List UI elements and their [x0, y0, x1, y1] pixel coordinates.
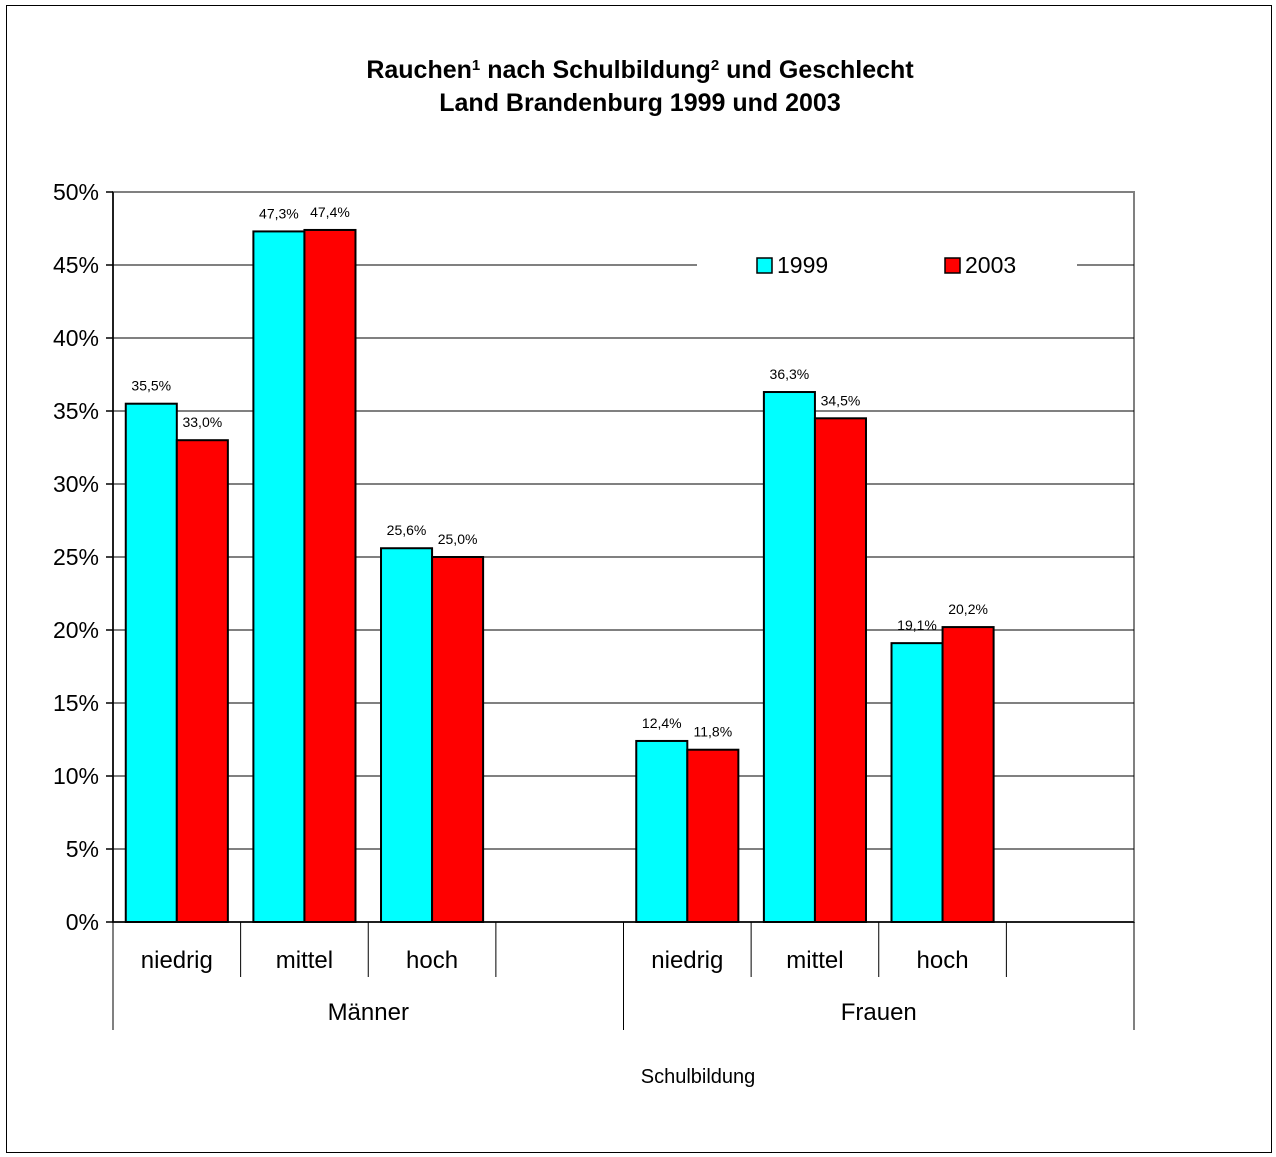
data-label-2003: 20,2%	[948, 601, 988, 617]
bar-1999	[380, 547, 434, 923]
bar-1999	[890, 642, 944, 923]
bar-1999	[635, 739, 689, 924]
legend-swatch-1999	[756, 257, 773, 274]
y-tick-label: 50%	[53, 179, 99, 205]
bar-2003	[431, 556, 485, 923]
data-label-1999: 19,1%	[897, 617, 937, 633]
data-label-1999: 25,6%	[387, 522, 427, 538]
data-label-1999: 47,3%	[259, 205, 299, 221]
y-tick-label: 30%	[53, 471, 99, 497]
data-label-2003: 33,0%	[182, 414, 222, 430]
bar-1999	[252, 230, 306, 924]
data-label-1999: 35,5%	[131, 378, 171, 394]
title-part-rauchen: Rauchen	[366, 56, 472, 84]
chart-title-line1: Rauchen1 nach Schulbildung2 und Geschlec…	[366, 56, 914, 84]
y-tick-label: 45%	[53, 252, 99, 278]
bar-2003	[941, 626, 995, 924]
bar-2003	[813, 417, 867, 923]
bar-2003	[175, 439, 229, 923]
bar-2003	[686, 748, 740, 923]
title-footnote-2: 2	[711, 57, 719, 74]
title-part-geschlecht: und Geschlecht	[719, 56, 914, 84]
y-tick-label: 10%	[53, 763, 99, 789]
category-label: niedrig	[141, 947, 213, 974]
legend-box	[697, 240, 1077, 290]
plot-area: 0% 5% 10% 15% 20% 25% 30% 35% 40% 45% 50% 35,5% 33,0…	[53, 179, 1135, 1030]
y-tick-label: 0%	[66, 909, 99, 935]
data-label-2003: 34,5%	[821, 392, 861, 408]
legend-label-1999: 1999	[777, 252, 828, 278]
y-tick-label: 15%	[53, 690, 99, 716]
y-tick-label: 25%	[53, 544, 99, 570]
group-label: Männer	[328, 999, 409, 1026]
category-label: hoch	[917, 947, 969, 974]
y-tick-label: 35%	[53, 398, 99, 424]
data-label-1999: 36,3%	[770, 366, 810, 382]
bar-2003	[303, 228, 357, 923]
category-label: mittel	[276, 947, 333, 974]
title-part-schulbildung: nach Schulbildung	[480, 56, 711, 84]
category-label: mittel	[786, 947, 843, 974]
category-label: hoch	[406, 947, 458, 974]
data-label-1999: 12,4%	[642, 715, 682, 731]
legend-label-2003: 2003	[965, 252, 1016, 278]
group-label: Frauen	[841, 999, 917, 1026]
category-label: niedrig	[651, 947, 723, 974]
bar-1999	[124, 402, 178, 923]
chart-title-line2: Land Brandenburg 1999 und 2003	[439, 89, 841, 117]
legend-swatch-2003	[944, 257, 961, 274]
title-footnote-1: 1	[472, 57, 480, 74]
x-axis-title: Schulbildung	[641, 1066, 756, 1088]
y-tick-label: 5%	[66, 836, 99, 862]
bar-1999	[762, 391, 816, 923]
chart-frame	[6, 5, 1272, 1153]
data-label-2003: 11,8%	[694, 724, 733, 740]
y-tick-label: 40%	[53, 325, 99, 351]
y-tick-label: 20%	[53, 617, 99, 643]
data-label-2003: 47,4%	[310, 204, 350, 220]
data-label-2003: 25,0%	[438, 531, 478, 547]
